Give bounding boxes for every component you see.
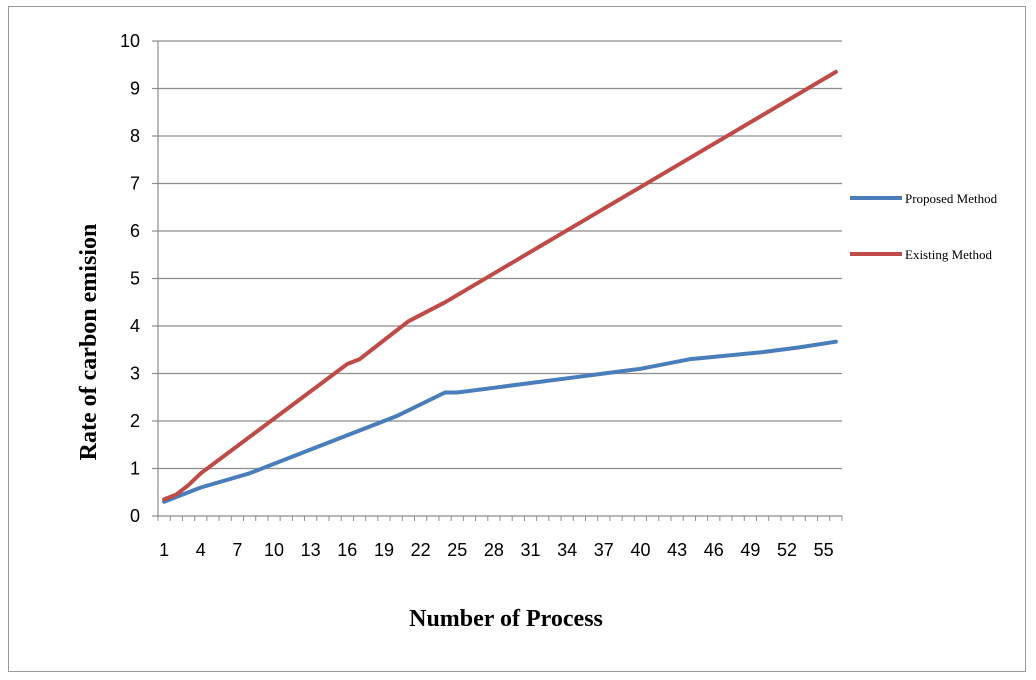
x-tick-label: 10 xyxy=(264,540,284,560)
x-axis-title: Number of Process xyxy=(409,606,603,632)
series-lines xyxy=(162,69,838,504)
y-tick-label: 4 xyxy=(130,316,140,336)
x-tick-label: 55 xyxy=(814,540,834,560)
y-axis-title: Rate of carbon emision xyxy=(76,224,102,461)
x-tick-label: 31 xyxy=(521,540,541,560)
x-tick-label: 19 xyxy=(374,540,394,560)
legend: Proposed Method Existing Method xyxy=(850,191,998,262)
x-tick-label: 1 xyxy=(159,540,169,560)
x-tick-label: 16 xyxy=(337,540,357,560)
x-tick-label: 28 xyxy=(484,540,504,560)
x-tick-label: 46 xyxy=(704,540,724,560)
chart-frame xyxy=(8,6,1026,672)
series-line-2 xyxy=(162,69,838,502)
x-tick-label: 25 xyxy=(447,540,467,560)
y-tick-label: 0 xyxy=(130,506,140,526)
y-tick-label: 7 xyxy=(130,174,140,194)
x-tick-label: 37 xyxy=(594,540,614,560)
gridlines xyxy=(158,40,842,470)
legend-label-1: Proposed Method xyxy=(905,191,998,206)
x-tick-label: 40 xyxy=(630,540,650,560)
x-tick-label: 34 xyxy=(557,540,577,560)
x-tick-label: 22 xyxy=(411,540,431,560)
legend-label-2: Existing Method xyxy=(905,247,993,262)
y-tick-label: 6 xyxy=(130,221,140,241)
x-tick-label: 4 xyxy=(196,540,206,560)
y-tick-label: 5 xyxy=(130,269,140,289)
x-tick-label: 43 xyxy=(667,540,687,560)
x-tick-label: 52 xyxy=(777,540,797,560)
series-line-1 xyxy=(162,339,838,504)
x-tick-label: 7 xyxy=(232,540,242,560)
y-tick-label: 1 xyxy=(130,459,140,479)
y-tick-label: 9 xyxy=(130,79,140,99)
y-tick-label: 8 xyxy=(130,126,140,146)
y-tick-label: 2 xyxy=(130,411,140,431)
x-tick-label: 13 xyxy=(301,540,321,560)
x-tick-label: 49 xyxy=(740,540,760,560)
y-tick-label: 10 xyxy=(120,31,140,51)
y-tick-label: 3 xyxy=(130,364,140,384)
